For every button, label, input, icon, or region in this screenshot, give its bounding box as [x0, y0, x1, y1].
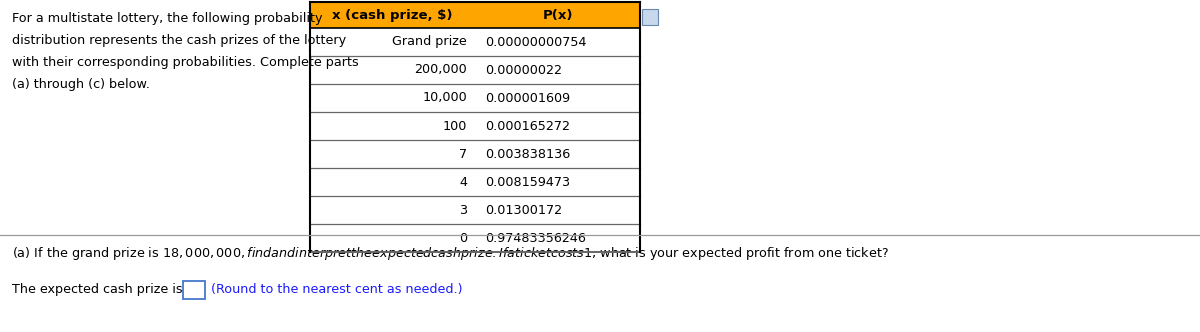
Text: 7: 7: [458, 147, 467, 160]
Text: (a) If the grand prize is $18,000,000, find and interpret the expected cash priz: (a) If the grand prize is $18,000,000, f…: [12, 245, 889, 262]
Bar: [642, 9, 658, 25]
Text: P(x): P(x): [542, 9, 572, 22]
Text: For a multistate lottery, the following probability: For a multistate lottery, the following …: [12, 12, 323, 25]
Text: 4: 4: [458, 176, 467, 189]
Text: The expected cash prize is $: The expected cash prize is $: [12, 283, 194, 296]
Text: 0.000001609: 0.000001609: [485, 92, 570, 105]
Text: (Round to the nearest cent as needed.): (Round to the nearest cent as needed.): [208, 283, 462, 296]
Text: (a) through (c) below.: (a) through (c) below.: [12, 78, 150, 91]
Text: 200,000: 200,000: [414, 63, 467, 76]
Text: 0.00000022: 0.00000022: [485, 63, 562, 76]
Text: 0.00000000754: 0.00000000754: [485, 36, 587, 48]
Text: x (cash prize, $): x (cash prize, $): [332, 9, 452, 22]
Text: 3: 3: [458, 204, 467, 216]
Text: 0.97483356246: 0.97483356246: [485, 231, 586, 244]
Text: 100: 100: [443, 120, 467, 132]
Text: 0.000165272: 0.000165272: [485, 120, 570, 132]
Text: 10,000: 10,000: [422, 92, 467, 105]
Text: distribution represents the cash prizes of the lottery: distribution represents the cash prizes …: [12, 34, 346, 47]
Text: 0: 0: [458, 231, 467, 244]
Text: 0.008159473: 0.008159473: [485, 176, 570, 189]
Bar: [182, 281, 205, 299]
Text: 0.003838136: 0.003838136: [485, 147, 570, 160]
Text: Grand prize: Grand prize: [392, 36, 467, 48]
Text: with their corresponding probabilities. Complete parts: with their corresponding probabilities. …: [12, 56, 359, 69]
Bar: [310, 2, 640, 28]
Text: 0.01300172: 0.01300172: [485, 204, 562, 216]
